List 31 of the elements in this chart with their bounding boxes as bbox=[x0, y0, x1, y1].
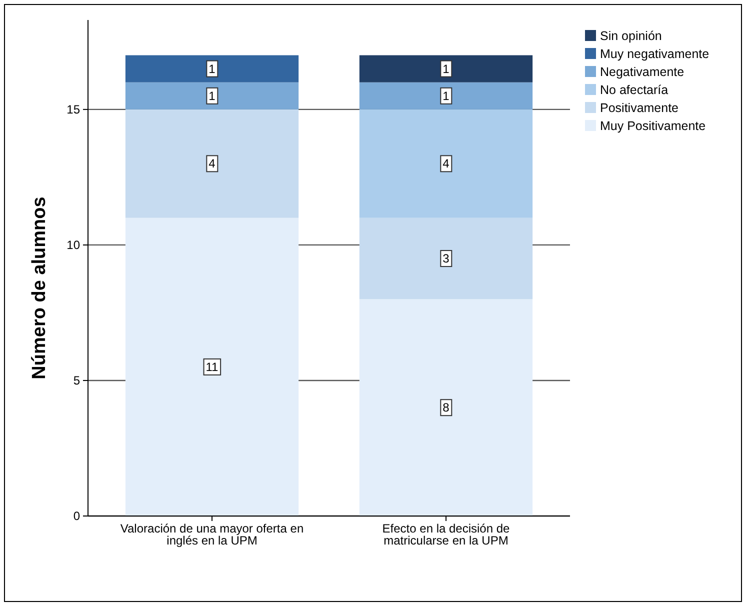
y-tick-label: 15 bbox=[66, 102, 80, 116]
bar bbox=[359, 299, 533, 516]
bar bbox=[125, 218, 299, 516]
legend-label: Muy negativamente bbox=[600, 47, 710, 61]
data-label: 8 bbox=[442, 400, 450, 415]
y-tick-label: 0 bbox=[73, 508, 80, 523]
data-label: 1 bbox=[442, 88, 450, 103]
bar bbox=[359, 218, 533, 300]
bar bbox=[359, 82, 533, 110]
legend-label: No afectaría bbox=[600, 83, 668, 97]
data-label: 3 bbox=[442, 252, 450, 266]
legend-label: Negativamente bbox=[600, 65, 684, 79]
bar bbox=[359, 109, 533, 218]
data-label: 1 bbox=[208, 88, 216, 103]
legend-label: Positivamente bbox=[600, 101, 679, 115]
data-label: 4 bbox=[208, 156, 216, 171]
bar bbox=[125, 109, 299, 218]
data-label: 1 bbox=[442, 62, 450, 76]
bar bbox=[125, 82, 299, 110]
bar bbox=[359, 55, 533, 82]
data-label: 1 bbox=[208, 62, 216, 76]
y-axis-title: Número de alumnos bbox=[29, 196, 50, 380]
legend-label: Muy Positivamente bbox=[600, 119, 706, 133]
x-tick-label: Valoración de una mayor oferta en inglés en la UPM bbox=[120, 522, 304, 548]
x-tick-label: Efecto en la decisión de matricularse en la UPM bbox=[382, 522, 510, 548]
y-tick-label: 10 bbox=[66, 238, 80, 252]
legend-label: Sin opinión bbox=[600, 29, 662, 43]
bar bbox=[125, 55, 299, 82]
y-tick-label: 5 bbox=[73, 373, 80, 388]
data-label: 11 bbox=[206, 360, 219, 374]
data-label: 4 bbox=[442, 156, 450, 171]
